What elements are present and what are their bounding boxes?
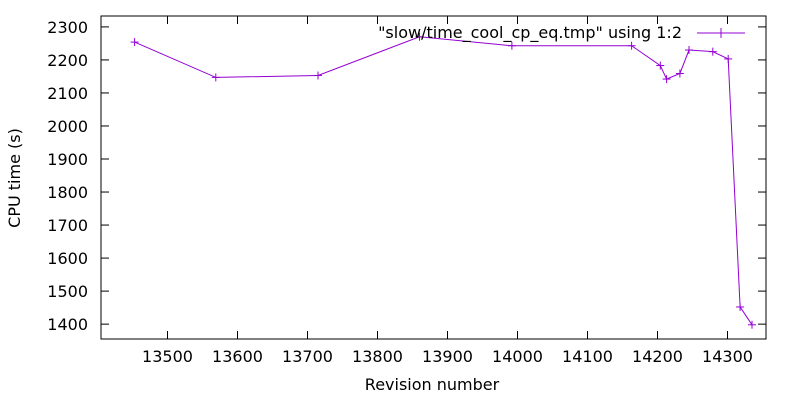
x-tick-label: 13900 [422, 347, 473, 366]
legend-layer: "slow/time_cool_cp_eq.tmp" using 1:2 [378, 23, 745, 43]
plot-frame [100, 15, 767, 340]
y-tick-label: 1400 [47, 315, 88, 334]
y-axis-label: CPU time (s) [5, 128, 24, 228]
y-tick-label: 2300 [47, 18, 88, 37]
y-tick-label: 1700 [47, 216, 88, 235]
y-tick-label: 1500 [47, 282, 88, 301]
series-layer [130, 32, 756, 329]
series-line [134, 36, 753, 326]
x-tick-label: 13700 [282, 347, 333, 366]
y-tick-label: 1800 [47, 183, 88, 202]
x-tick-label: 14000 [492, 347, 543, 366]
y-tick-label: 2200 [47, 51, 88, 70]
x-tick-label: 13600 [212, 347, 263, 366]
x-tick-label: 14100 [562, 347, 613, 366]
y-tick-label: 1600 [47, 249, 88, 268]
y-axis-ticks: 1400 1500 1600 1700 1800 1900 2000 2100 2200 2300 [47, 18, 766, 334]
x-axis-ticks: 13500 13600 13700 13800 13900 14000 14100 14200… [142, 16, 753, 366]
x-tick-label: 13500 [142, 347, 193, 366]
x-axis-label: Revision number [365, 375, 500, 394]
x-tick-label: 14200 [632, 347, 683, 366]
x-tick-label: 13800 [352, 347, 403, 366]
y-tick-label: 2100 [47, 84, 88, 103]
y-tick-label: 2000 [47, 117, 88, 136]
x-tick-label: 14300 [702, 347, 753, 366]
legend-label: "slow/time_cool_cp_eq.tmp" using 1:2 [378, 23, 682, 43]
y-tick-label: 1900 [47, 150, 88, 169]
